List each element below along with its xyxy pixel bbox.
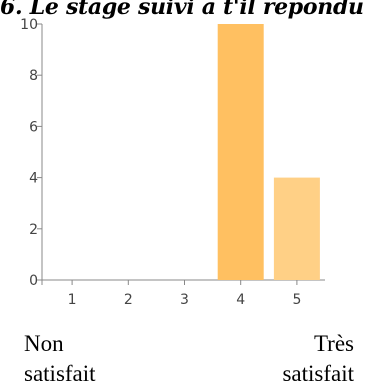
bars [217,24,320,280]
x-tick-label-5: 5 [292,292,301,308]
bar-5 [273,177,320,280]
y-tick-label-6: 6 [29,119,38,135]
scale-low-label-line2: satisfait [24,361,96,386]
y-tick-label-2: 2 [29,222,38,238]
chart-title: 6. Le stage suivi a t'il répondu [0,0,364,20]
scale-low-label-line1: Non [24,331,64,356]
x-tick-label-3: 3 [180,292,189,308]
x-axis: 1 2 3 4 5 [37,279,325,308]
scale-high-label-line1: Très [313,331,354,356]
y-tick-label-0: 0 [29,273,38,289]
x-tick-label-1: 1 [68,292,77,308]
bar-4 [217,24,264,280]
y-tick-label-10: 10 [20,17,38,33]
y-tick-label-8: 8 [29,68,38,84]
y-axis: 0 2 4 6 8 10 [20,17,43,289]
scale-high-label-line2: satisfait [282,361,354,386]
x-tick-label-4: 4 [236,292,245,308]
y-tick-label-4: 4 [29,171,38,187]
x-tick-label-2: 2 [124,292,133,308]
